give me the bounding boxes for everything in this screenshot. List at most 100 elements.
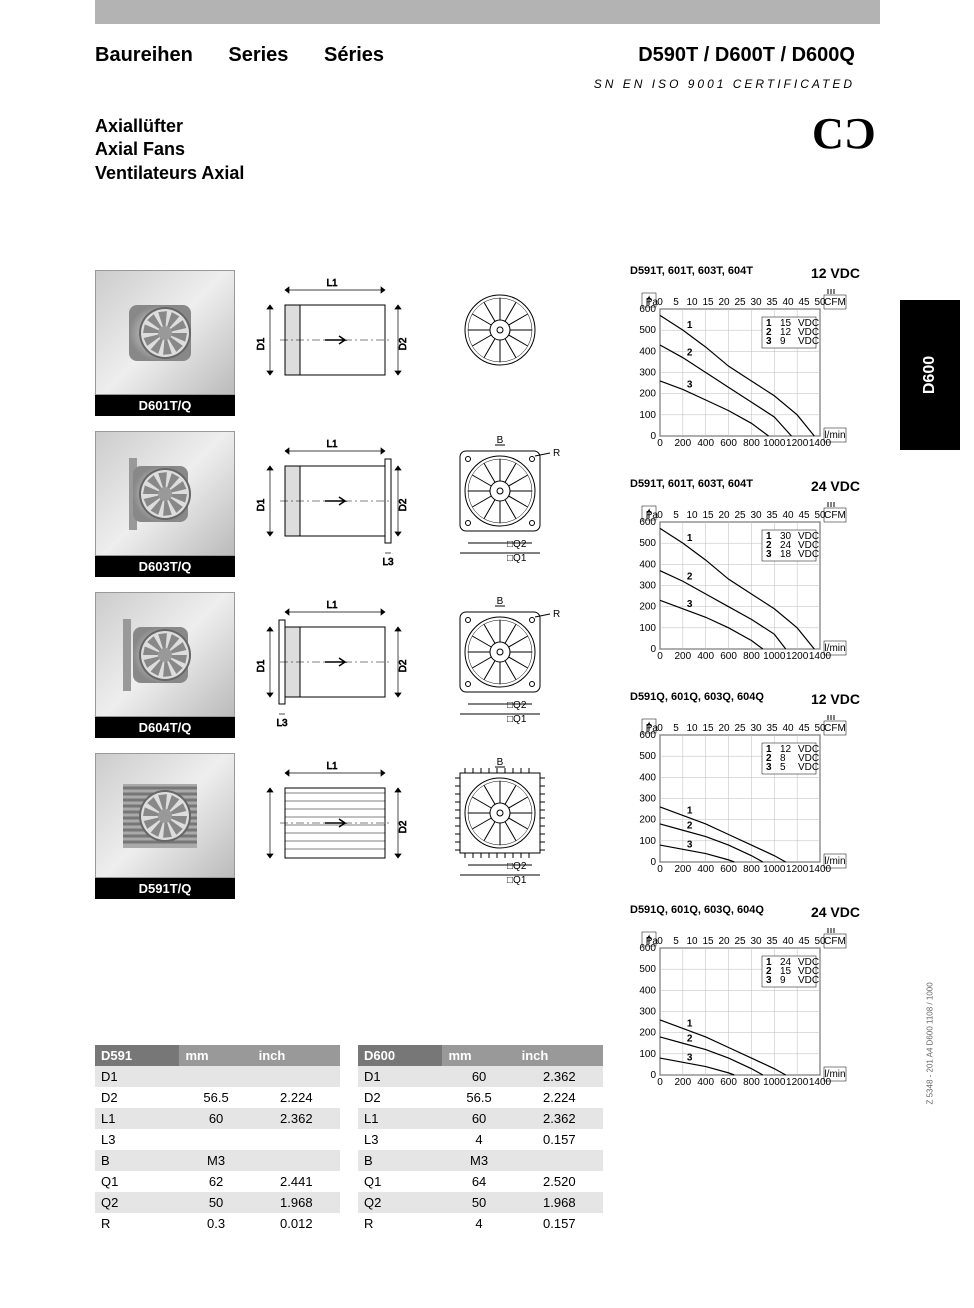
svg-text:15: 15 [702,297,714,308]
header: Baureihen Series Séries D590T / D600T / … [95,44,855,91]
table-row: BM3 [95,1150,340,1171]
chart: D591T, 601T, 603T, 604T24 VDC02004006008… [630,478,860,676]
svg-text:1200: 1200 [786,864,809,875]
svg-text:200: 200 [675,1077,692,1088]
svg-text:3: 3 [766,549,772,560]
svg-text:0: 0 [650,857,656,868]
svg-text:3: 3 [687,599,693,610]
svg-text:□Q2: □Q2 [507,861,527,872]
sub1: Axiallüfter [95,115,244,138]
svg-text:1000: 1000 [763,651,786,662]
svg-text:200: 200 [639,815,656,826]
svg-text:0: 0 [650,644,656,655]
svg-text:1: 1 [687,1018,693,1029]
svg-text:800: 800 [743,651,760,662]
svg-text:1: 1 [687,805,693,816]
svg-text:9: 9 [780,336,786,347]
svg-text:200: 200 [675,438,692,449]
svg-text:15: 15 [702,510,714,521]
svg-text:800: 800 [743,1077,760,1088]
chart-voltage: 12 VDC [811,691,860,707]
svg-text:200: 200 [675,864,692,875]
table-row: Q2501.968 [95,1192,340,1213]
hdr-lbl1: Baureihen [95,44,193,66]
chart: D591Q, 601Q, 603Q, 604Q12 VDC02004006008… [630,691,860,889]
table-row: BM3 [358,1150,603,1171]
svg-text:400: 400 [639,346,656,357]
svg-text:0: 0 [657,864,663,875]
svg-text:20: 20 [718,936,730,947]
svg-text:5: 5 [673,936,679,947]
svg-text:□Q1: □Q1 [507,875,527,886]
svg-text:VDC: VDC [798,762,819,773]
svg-text:1200: 1200 [786,651,809,662]
svg-text:R: R [553,609,560,620]
svg-text:35: 35 [766,936,778,947]
chart-voltage: 12 VDC [811,265,860,281]
svg-text:100: 100 [639,836,656,847]
svg-text:600: 600 [720,1077,737,1088]
svg-text:D2: D2 [398,659,409,672]
svg-text:L3: L3 [382,557,394,568]
svg-text:10: 10 [686,723,698,734]
subtitles: Axiallüfter Axial Fans Ventilateurs Axia… [95,115,244,185]
svg-text:3: 3 [687,1052,693,1063]
svg-text:1: 1 [687,320,693,331]
fan-label: D604T/Q [95,717,235,738]
svg-text:30: 30 [750,723,762,734]
svg-text:B: B [497,757,504,768]
svg-text:1: 1 [687,533,693,544]
svg-text:CFM: CFM [824,510,846,521]
svg-text:800: 800 [743,864,760,875]
chart-title: D591T, 601T, 603T, 604T [630,265,753,281]
svg-text:1200: 1200 [786,438,809,449]
svg-text:10: 10 [686,297,698,308]
svg-text:3: 3 [687,839,693,850]
svg-text:600: 600 [720,438,737,449]
svg-text:D2: D2 [398,337,409,350]
svg-text:45: 45 [798,936,810,947]
svg-text:0: 0 [650,431,656,442]
side-tab: D600 [900,300,960,450]
svg-text:600: 600 [720,864,737,875]
svg-text:15: 15 [702,936,714,947]
chart-title: D591Q, 601Q, 603Q, 604Q [630,691,764,707]
table-name: D591 [95,1045,179,1066]
front-drawing: BR□Q2□Q1 [435,431,565,571]
svg-text:B: B [497,435,504,446]
svg-text:400: 400 [697,651,714,662]
svg-text:40: 40 [782,723,794,734]
dim-table: D591mminchD1D256.52.224L1602.362L3BM3Q16… [95,1045,340,1234]
chart-voltage: 24 VDC [811,478,860,494]
svg-text:200: 200 [639,602,656,613]
svg-text:VDC: VDC [798,336,819,347]
table-row: L1602.362 [95,1108,340,1129]
svg-text:30: 30 [750,297,762,308]
svg-text:40: 40 [782,510,794,521]
svg-text:0: 0 [657,510,663,521]
svg-text:1000: 1000 [763,1077,786,1088]
hdr-models: D590T / D600T / D600Q [638,44,855,67]
svg-text:5: 5 [780,762,786,773]
svg-text:1200: 1200 [786,1077,809,1088]
svg-text:45: 45 [798,723,810,734]
svg-text:100: 100 [639,410,656,421]
fan-photo [95,592,235,717]
col-mm: mm [442,1045,515,1066]
table-row: R0.30.012 [95,1213,340,1234]
svg-text:300: 300 [639,368,656,379]
chart-title: D591Q, 601Q, 603Q, 604Q [630,904,764,920]
svg-text:L1: L1 [326,439,338,450]
svg-text:35: 35 [766,723,778,734]
svg-text:0: 0 [650,1070,656,1081]
svg-text:300: 300 [639,1007,656,1018]
svg-text:400: 400 [639,772,656,783]
fan-photo [95,753,235,878]
table-row: R40.157 [358,1213,603,1234]
svg-text:20: 20 [718,297,730,308]
svg-text:15: 15 [702,723,714,734]
chart-title: D591T, 601T, 603T, 604T [630,478,753,494]
table-row: L340.157 [358,1129,603,1150]
svg-text:300: 300 [639,581,656,592]
ce-mark: CC [812,108,876,159]
